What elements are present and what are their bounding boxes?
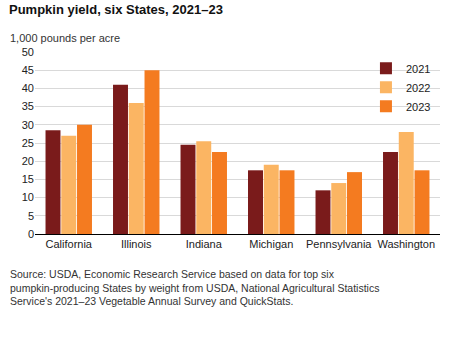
svg-text:50: 50 xyxy=(22,46,34,58)
svg-text:Source: USDA, Economic Researc: Source: USDA, Economic Research Service … xyxy=(10,268,379,307)
svg-text:5: 5 xyxy=(28,210,34,222)
svg-text:2022: 2022 xyxy=(406,82,430,94)
svg-text:2023: 2023 xyxy=(406,101,430,113)
svg-text:0: 0 xyxy=(28,228,34,240)
svg-text:Washington: Washington xyxy=(377,238,435,250)
svg-text:Illinois: Illinois xyxy=(121,238,152,250)
svg-text:15: 15 xyxy=(22,173,34,185)
svg-text:Indiana: Indiana xyxy=(186,238,223,250)
svg-text:2021: 2021 xyxy=(406,63,430,75)
svg-text:30: 30 xyxy=(22,119,34,131)
svg-text:10: 10 xyxy=(22,191,34,203)
svg-text:Pumpkin yield, six States, 202: Pumpkin yield, six States, 2021–23 xyxy=(9,2,223,17)
svg-text:Michigan: Michigan xyxy=(249,238,293,250)
svg-text:Pennsylvania: Pennsylvania xyxy=(306,238,372,250)
svg-text:California: California xyxy=(46,238,93,250)
svg-text:45: 45 xyxy=(22,64,34,76)
svg-text:25: 25 xyxy=(22,137,34,149)
svg-text:40: 40 xyxy=(22,82,34,94)
svg-text:20: 20 xyxy=(22,155,34,167)
svg-text:1,000 pounds per acre: 1,000 pounds per acre xyxy=(10,32,120,44)
svg-text:35: 35 xyxy=(22,100,34,112)
